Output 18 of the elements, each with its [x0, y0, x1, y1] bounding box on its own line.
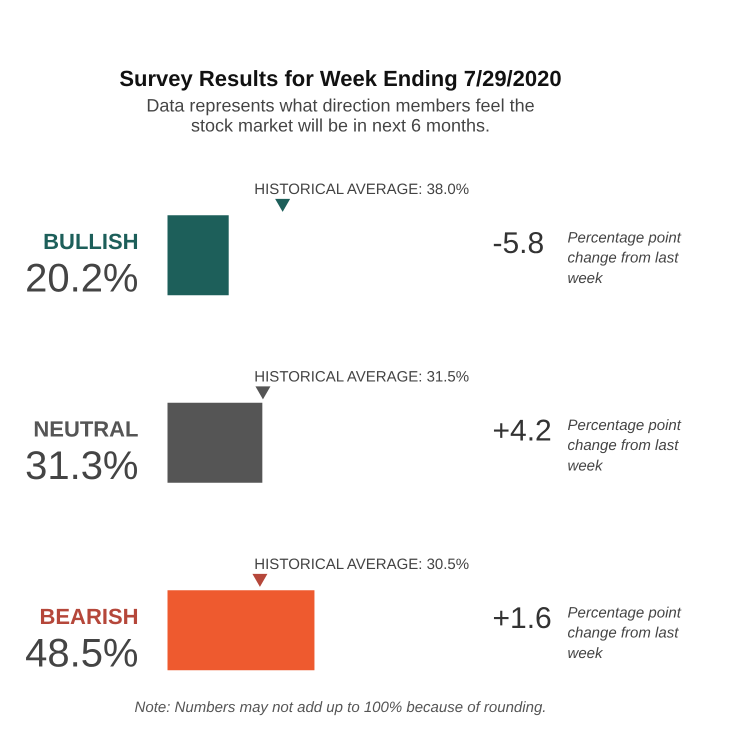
- chart-subtitle: Data represents what direction members feel the stock market will be in next 6 months.: [146, 96, 535, 136]
- text: Percentage point change from last week: [568, 604, 682, 662]
- data-label: 31.3%: [25, 444, 139, 488]
- text: +1.6: [492, 602, 552, 635]
- data-label: HISTORICAL AVERAGE: 30.5%: [254, 556, 470, 573]
- annotation: Note: Numbers may not add up to 100% because of rounding.: [134, 699, 546, 716]
- data-label: HISTORICAL AVERAGE: 31.5%: [254, 368, 470, 386]
- text: +4.2: [492, 414, 552, 448]
- data-label: 48.5%: [25, 631, 139, 676]
- y-tick-label: BEARISH: [39, 604, 139, 629]
- y-tick-label: NEUTRAL: [33, 416, 139, 442]
- chart-title: Survey Results for Week Ending 7/29/2020: [119, 66, 562, 91]
- y-tick-label: BULLISH: [43, 228, 138, 254]
- text: Percentage point change from last week: [568, 416, 682, 475]
- text: -5.8: [492, 226, 544, 260]
- data-label: HISTORICAL AVERAGE: 38.0%: [254, 180, 470, 198]
- data-label: 20.2%: [25, 256, 139, 300]
- text: Percentage point change from last week: [568, 229, 682, 288]
